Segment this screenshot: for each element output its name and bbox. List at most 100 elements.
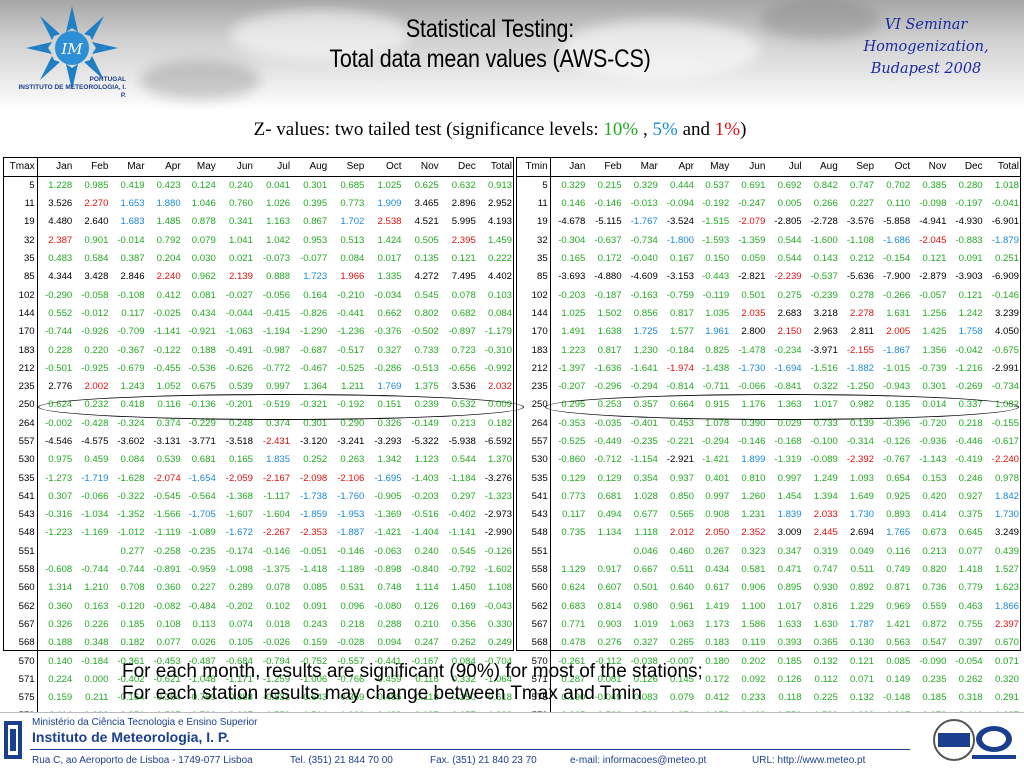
table-row: 85 -3.693 -4.880 -4.609 -3.153 -0.443 -2.821 -2… <box>517 268 1020 287</box>
z-value-cell: -0.485 <box>374 692 402 704</box>
z-value-cell: 0.341 <box>228 216 253 228</box>
z-value-cell: 3.465 <box>414 198 439 210</box>
z-value-cell: 0.118 <box>415 673 439 685</box>
station-id-cell: 235 <box>517 377 551 397</box>
z-value-cell: -1.006 <box>300 673 328 685</box>
z-value-cell: -1.566 <box>153 509 181 521</box>
z-value-cell: -0.744 <box>117 564 145 576</box>
table-row: 548 -1.223 -1.169 -1.012 -1.119 -1.089 -1.672-… <box>4 524 513 543</box>
z-value-cell: -0.063 <box>374 545 402 557</box>
month-column-header: May <box>695 158 731 177</box>
z-value-cell: 0.412 <box>156 289 181 301</box>
z-value-cell: -3.971 <box>810 344 838 356</box>
z-value-cell: 2.445 <box>813 527 838 539</box>
table-row: 32 -0.304 -0.637 -0.734 -1.800 -1.593 -1.359 0.… <box>517 231 1020 250</box>
z-value-cell: 0.691 <box>741 180 766 191</box>
header-cloud <box>140 60 260 100</box>
z-value-cell: 0.077 <box>958 545 983 557</box>
z-value-cell: -1.323 <box>484 490 512 502</box>
z-value-cell: 0.670 <box>994 637 1019 649</box>
z-value-cell: -2.921 <box>666 454 694 466</box>
z-value-cell: -0.266 <box>883 289 911 301</box>
z-value-cell: 0.501 <box>633 582 658 594</box>
z-value-cell: 0.121 <box>922 253 947 265</box>
z-value-cell: 0.182 <box>120 637 145 649</box>
z-value-cell: 0.233 <box>741 692 766 704</box>
z-value-cell: -0.734 <box>630 234 658 246</box>
z-value-cell: 4.402 <box>487 271 512 283</box>
z-value-cell: -0.675 <box>991 344 1019 356</box>
z-value-cell: -0.833 <box>262 692 291 704</box>
month-column-header: Dec <box>947 158 984 177</box>
z-value-cell: -0.516 <box>411 509 439 521</box>
z-value-cell: 0.329 <box>633 180 658 191</box>
station-id-cell: 567 <box>517 615 551 635</box>
z-value-cell: 1.730 <box>994 509 1019 521</box>
z-value-cell: -3.293 <box>374 436 402 447</box>
z-value-cell: 0.537 <box>705 180 730 191</box>
subtitle-suffix: ) <box>740 119 747 140</box>
z-value-cell: 0.084 <box>487 307 512 319</box>
z-value-cell: 2.240 <box>156 271 181 283</box>
z-value-cell: -0.043 <box>484 600 512 612</box>
z-value-cell: -1.189 <box>337 564 365 576</box>
z-value-cell: -0.294 <box>702 436 730 447</box>
z-value-cell: 0.901 <box>84 234 109 246</box>
station-id-cell: 264 <box>517 414 551 433</box>
z-value-cell: -1.418 <box>300 564 328 576</box>
z-value-cell: -0.304 <box>558 234 586 246</box>
z-value-cell: 1.899 <box>741 454 766 466</box>
z-value-cell: 0.640 <box>669 582 694 594</box>
z-value-cell: 1.242 <box>958 307 983 319</box>
z-value-cell: 3.218 <box>813 307 838 319</box>
z-value-cell: -0.617 <box>991 436 1019 447</box>
z-value-cell: 0.085 <box>886 655 911 667</box>
svg-text:IM: IM <box>60 40 83 58</box>
z-value-cell: -1.628 <box>117 472 145 484</box>
table-row: 250 0.295 0.253 0.357 0.664 0.915 1.176 1.363 1.… <box>517 396 1020 415</box>
z-value-cell: 2.387 <box>48 234 73 246</box>
z-value-cell: 1.586 <box>741 618 766 630</box>
z-value-cell: 0.213 <box>922 545 947 557</box>
z-value-cell: 0.975 <box>48 454 73 466</box>
z-value-cell: -0.396 <box>883 417 911 429</box>
z-value-cell: -0.441 <box>374 655 402 667</box>
table-row: 212 -1.397 -1.636 -1.641 -1.974 -1.438 -1.730-… <box>517 359 1020 378</box>
note-line-1: For each month, results are significant … <box>122 661 703 682</box>
z-value-cell: 1.364 <box>303 381 328 393</box>
tmax-table: Tmax Jan Feb Mar Apr May Jun Jul Aug Sep Oct Nov Dec… <box>4 158 513 726</box>
month-column-header: Sep <box>838 158 876 177</box>
z-value-cell: -0.203 <box>411 490 439 502</box>
table-row: 568 0.188 0.348 0.182 0.077 0.026 0.105 -0.026 0… <box>4 634 513 653</box>
table-row: 170 1.491 1.638 1.725 1.577 1.961 2.800 2.150 2.… <box>517 323 1020 342</box>
z-value-cell: -0.943 <box>883 381 911 393</box>
z-value-cell: 1.078 <box>705 417 730 429</box>
z-value-cell: -4.609 <box>630 271 658 283</box>
z-value-cell: 0.084 <box>120 454 145 466</box>
tmin-table: Tmin Jan Feb Mar Apr May Jun Jul Aug Sep Oct Nov Dec… <box>517 158 1020 726</box>
z-value-cell: -0.007 <box>666 655 694 667</box>
z-value-cell: -0.310 <box>484 344 512 356</box>
footer-fax: Fax. (351) 21 840 23 70 <box>430 755 537 766</box>
z-value-cell: 1.041 <box>228 234 253 246</box>
z-value-cell: 0.681 <box>191 454 216 466</box>
z-value-cell: -1.141 <box>448 527 476 539</box>
z-value-cell: -0.467 <box>300 362 328 374</box>
z-value-cell: -0.537 <box>810 271 838 283</box>
z-value-cell: 0.412 <box>705 692 730 704</box>
level-10-label: 10% <box>603 119 639 140</box>
z-value-cell: -0.035 <box>594 417 622 429</box>
z-value-cell: 0.180 <box>705 655 730 667</box>
z-value-cell: -0.090 <box>919 655 947 667</box>
z-value-cell: -0.618 <box>484 692 512 704</box>
z-value-cell: -0.359 <box>337 692 365 704</box>
z-value-cell: 2.032 <box>487 381 512 393</box>
z-value-cell: 0.505 <box>414 234 439 246</box>
z-value-cell: 0.276 <box>597 637 622 649</box>
z-value-cell: 0.240 <box>228 180 253 191</box>
station-id-cell: 543 <box>517 506 551 525</box>
z-value-cell: -0.987 <box>262 344 291 356</box>
z-value-cell: -1.194 <box>262 326 291 338</box>
z-value-cell: 2.035 <box>741 307 766 319</box>
z-value-cell: 0.893 <box>886 509 911 521</box>
